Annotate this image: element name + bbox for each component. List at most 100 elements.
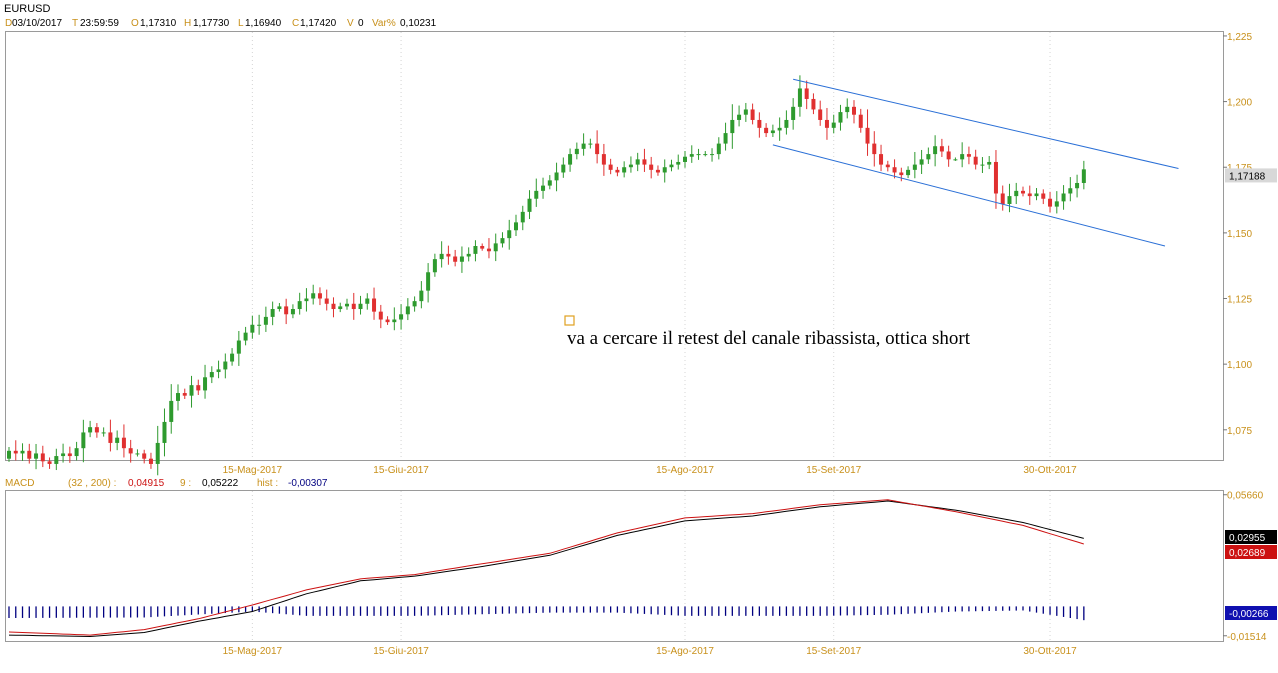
- candle-body: [811, 98, 816, 110]
- candle-body: [689, 154, 694, 157]
- candle-body: [892, 167, 897, 173]
- candle-body: [1000, 193, 1005, 204]
- candle-body: [764, 127, 769, 134]
- candle-body: [284, 306, 289, 315]
- close-key: C: [292, 18, 299, 29]
- signal-key: 9 :: [180, 478, 191, 489]
- candle-body: [13, 450, 18, 454]
- candle-body: [662, 167, 667, 173]
- macd-header: MACD (32 , 200) : 0,04915 9 : 0,05222 hi…: [5, 478, 328, 489]
- candle-body: [426, 272, 431, 291]
- candle-body: [547, 180, 552, 186]
- candle-body: [277, 306, 282, 310]
- candle-body: [757, 119, 762, 128]
- candle-body: [676, 161, 681, 165]
- candle-body: [595, 143, 600, 155]
- candle-body: [831, 122, 836, 128]
- candle-body: [324, 298, 329, 304]
- candle-body: [655, 169, 660, 173]
- candle-body: [635, 159, 640, 165]
- candle-body: [74, 448, 79, 457]
- candle-body: [649, 164, 654, 170]
- candle-body: [209, 372, 214, 378]
- signal-last-box: [1225, 545, 1277, 559]
- candle-body: [1007, 196, 1012, 204]
- candle-body: [1021, 190, 1025, 194]
- var-key: Var%: [372, 18, 396, 29]
- candle-body: [466, 253, 471, 257]
- candle-body: [743, 109, 748, 115]
- candle-body: [128, 448, 133, 454]
- candle-body: [966, 154, 971, 157]
- candle-body: [1048, 198, 1053, 207]
- candle-body: [176, 393, 180, 401]
- candle-body: [710, 154, 715, 156]
- low-value: 1,16940: [245, 18, 282, 29]
- candle-body: [365, 298, 370, 304]
- candle-body: [703, 154, 708, 156]
- candle-body: [399, 314, 404, 320]
- candle-body: [270, 309, 275, 317]
- symbol-title: EURUSD: [4, 3, 51, 15]
- candle-body: [223, 361, 228, 370]
- candle-body: [818, 109, 823, 120]
- candle-body: [230, 353, 235, 362]
- candle-body: [236, 340, 241, 354]
- signal-line: [8, 499, 1084, 636]
- candle-body: [317, 293, 322, 299]
- candle-body: [81, 432, 86, 449]
- close-value: 1,17420: [300, 18, 337, 29]
- candle-body: [446, 253, 451, 257]
- price-y-tick-label: 1,225: [1227, 32, 1252, 43]
- candle-body: [797, 88, 802, 107]
- candle-body: [906, 169, 911, 176]
- candle-body: [777, 127, 782, 131]
- candle-body: [750, 109, 755, 120]
- candle-body: [615, 169, 620, 173]
- macd-x-tick-label: 30-Ott-2017: [1023, 646, 1077, 657]
- candle-body: [899, 172, 904, 176]
- candle-body: [933, 146, 938, 155]
- candle-body: [345, 303, 349, 307]
- candle-body: [716, 143, 721, 155]
- candle-body: [304, 298, 309, 302]
- macd-label: MACD: [5, 478, 34, 489]
- macd-y-tick-label: 0,05660: [1227, 491, 1264, 502]
- candle-body: [973, 156, 978, 165]
- candle-body: [88, 427, 93, 433]
- candle-body: [1081, 169, 1086, 183]
- hist-value: -0,00307: [288, 478, 328, 489]
- price-y-tick-label: 1,200: [1227, 98, 1252, 109]
- macd-x-axis: 15-Mag-2017 15-Giu-2017 15-Ago-2017 15-Set-…: [223, 646, 1078, 657]
- candle-body: [514, 222, 518, 231]
- price-x-tick-label: 15-Giu-2017: [373, 465, 429, 476]
- candle-body: [885, 164, 890, 168]
- candle-body: [473, 246, 478, 254]
- candle-body: [216, 369, 221, 373]
- candle-body: [250, 324, 255, 333]
- hist-last-box: [1225, 606, 1277, 620]
- low-key: L: [238, 18, 244, 29]
- candle-body: [439, 253, 444, 260]
- candle-body: [263, 316, 268, 325]
- candle-body: [601, 154, 606, 165]
- candle-body: [54, 456, 59, 464]
- candle-body: [189, 385, 194, 396]
- candle-body: [926, 154, 931, 160]
- price-panel-frame: [5, 31, 1224, 461]
- macd-y-axis: 0,05660 -0,01514 0,02955 0,02689 -0,00266: [1223, 491, 1277, 643]
- candle-body: [912, 164, 917, 170]
- macd-value: 0,04915: [128, 478, 165, 489]
- price-x-tick-label: 15-Set-2017: [806, 465, 861, 476]
- candle-body: [838, 112, 843, 123]
- candle-body: [568, 154, 573, 165]
- candle-body: [574, 148, 579, 155]
- candle-body: [196, 385, 201, 391]
- candle-body: [507, 230, 512, 239]
- time-value: 23:59:59: [80, 18, 119, 29]
- candle-body: [480, 246, 485, 249]
- macd-histogram: [8, 606, 1085, 621]
- macd-grid: [251, 491, 1051, 641]
- candle-body: [588, 143, 593, 145]
- price-x-axis: 15-Mag-2017 15-Giu-2017 15-Ago-2017 15-Set-…: [223, 465, 1078, 476]
